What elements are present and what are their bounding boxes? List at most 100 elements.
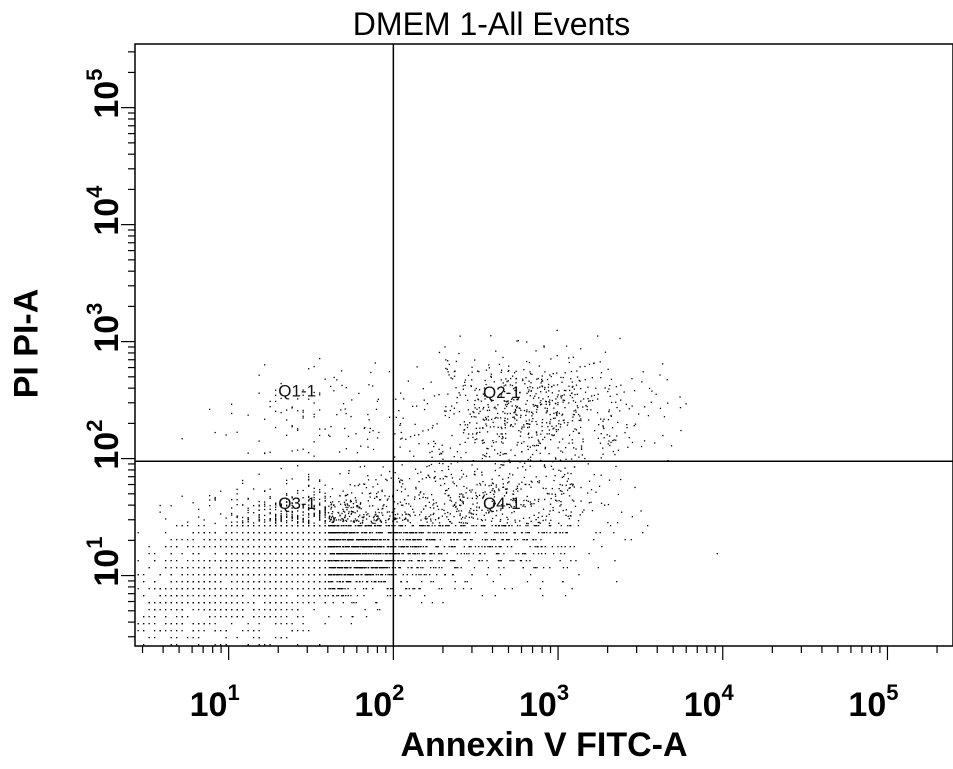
data-point (319, 503, 320, 504)
data-point (569, 495, 570, 496)
data-point (492, 518, 493, 519)
data-point (447, 360, 448, 361)
data-point (340, 616, 341, 617)
data-point (541, 379, 542, 380)
data-point (608, 419, 609, 420)
data-point (248, 581, 249, 582)
data-point (562, 485, 563, 486)
data-point (154, 560, 155, 561)
data-point (401, 505, 402, 506)
data-point (589, 553, 590, 554)
data-point (377, 437, 378, 438)
data-point (372, 385, 373, 386)
data-point (308, 514, 309, 515)
data-point (570, 560, 571, 561)
data-point (618, 494, 619, 495)
data-point (275, 567, 276, 568)
data-point (143, 623, 144, 624)
data-point (436, 574, 437, 575)
data-point (454, 539, 455, 540)
data-point (270, 498, 271, 499)
data-point (215, 581, 216, 582)
data-point (314, 532, 315, 533)
data-point (286, 588, 287, 589)
data-point (470, 539, 471, 540)
data-point (198, 553, 199, 554)
data-point (430, 581, 431, 582)
data-point (308, 452, 309, 453)
data-point (647, 525, 648, 526)
data-point (564, 553, 565, 554)
data-point (450, 448, 451, 449)
data-point (560, 426, 561, 427)
data-point (394, 532, 395, 533)
data-point (193, 637, 194, 638)
data-point (198, 630, 199, 631)
data-point (565, 515, 566, 516)
data-point (640, 510, 641, 511)
data-point (354, 553, 355, 554)
data-point (514, 455, 515, 456)
data-point (583, 441, 584, 442)
data-point (431, 539, 432, 540)
data-point (388, 539, 389, 540)
data-point (516, 420, 517, 421)
data-point (355, 518, 356, 519)
data-point (544, 466, 545, 467)
data-point (259, 644, 260, 645)
data-point (330, 426, 331, 427)
data-point (612, 440, 613, 441)
data-point (270, 546, 271, 547)
data-point (407, 546, 408, 547)
data-point (370, 553, 371, 554)
data-point (590, 409, 591, 410)
data-point (522, 426, 523, 427)
data-point (491, 539, 492, 540)
data-point (248, 553, 249, 554)
data-point (314, 513, 315, 514)
data-point (537, 481, 538, 482)
data-point (259, 505, 260, 506)
data-point (281, 602, 282, 603)
data-point (540, 523, 541, 524)
data-point (358, 393, 359, 394)
data-point (411, 567, 412, 568)
data-point (330, 508, 331, 509)
data-point (445, 493, 446, 494)
data-point (465, 385, 466, 386)
data-point (374, 560, 375, 561)
data-point (349, 546, 350, 547)
data-point (602, 425, 603, 426)
data-point (619, 338, 620, 339)
data-point (549, 514, 550, 515)
data-point (349, 539, 350, 540)
data-point (538, 378, 539, 379)
data-point (336, 519, 337, 520)
data-point (297, 516, 298, 517)
data-point (476, 432, 477, 433)
data-point (531, 505, 532, 506)
data-point (275, 616, 276, 617)
data-point (430, 567, 431, 568)
data-point (600, 377, 601, 378)
data-point (171, 630, 172, 631)
data-point (333, 588, 334, 589)
data-point (558, 390, 559, 391)
data-point (492, 546, 493, 547)
data-point (143, 630, 144, 631)
data-point (609, 409, 610, 410)
data-point (552, 428, 553, 429)
data-point (341, 385, 342, 386)
data-point (292, 567, 293, 568)
data-point (328, 616, 329, 617)
data-point (226, 434, 227, 435)
data-point (415, 488, 416, 489)
data-point (308, 588, 309, 589)
data-point (498, 489, 499, 490)
data-point (338, 501, 339, 502)
data-point (502, 479, 503, 480)
y-tick-label: 103 (82, 303, 126, 353)
data-point (510, 378, 511, 379)
data-point (226, 616, 227, 617)
data-point (467, 438, 468, 439)
